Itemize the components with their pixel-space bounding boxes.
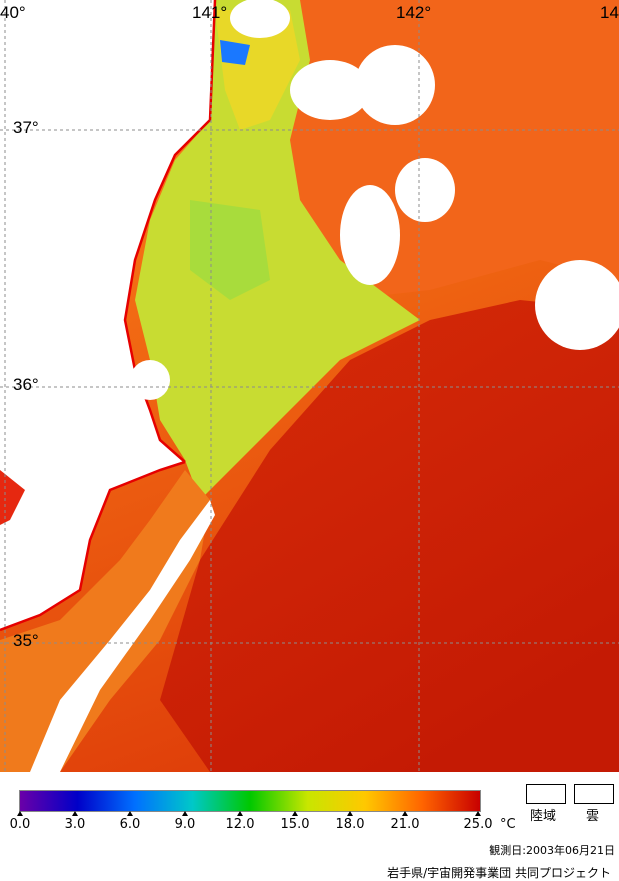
green-patch [190, 200, 270, 300]
longitude-label-142: 142° [396, 3, 432, 22]
colorbar-tick [72, 811, 78, 816]
colorbar-tick [182, 811, 188, 816]
colorbar-label-15: 15.0 [280, 817, 310, 832]
colorbar-tick [292, 811, 298, 816]
temperature-colorbar [19, 790, 481, 812]
latitude-label-35: 35° [13, 631, 39, 650]
colorbar-label-6: 6.0 [119, 817, 141, 832]
colorbar-tick [402, 811, 408, 816]
blue-patch [220, 40, 250, 65]
colorbar-tick [127, 811, 133, 816]
southern-coastal-water [0, 470, 210, 772]
coastline-south [0, 460, 186, 632]
cloud-legend-label: 雲 [586, 809, 600, 824]
colorbar-tick [237, 811, 243, 816]
temperature-unit: °C [500, 817, 516, 832]
colorbar-tick [17, 811, 23, 816]
observation-date: 観測日:2003年06月21日 [489, 844, 615, 857]
cloud-areas [30, 0, 619, 772]
colorbar-tick [475, 811, 481, 816]
longitude-label-143: 14 [600, 3, 619, 22]
cloud-legend-swatch [574, 784, 614, 804]
land-legend-swatch [526, 784, 566, 804]
colorbar-tick [347, 811, 353, 816]
colorbar-label-25: 25.0 [463, 817, 493, 832]
kuroshio-warm-region [160, 300, 619, 772]
colorbar-label-12: 12.0 [225, 817, 255, 832]
colorbar-label-9: 9.0 [174, 817, 196, 832]
inland-lake [0, 470, 25, 525]
land-area [0, 0, 215, 630]
colorbar-label-21: 21.0 [390, 817, 420, 832]
colorbar-label-18: 18.0 [335, 817, 365, 832]
land-legend-label: 陸域 [530, 809, 557, 824]
coastline [123, 0, 217, 463]
colorbar-label-3: 3.0 [64, 817, 86, 832]
credit-text: 岩手県/宇宙開発事業団 共同プロジェクト [387, 866, 611, 880]
graticule [0, 0, 619, 772]
latitude-label-36: 36° [13, 375, 39, 394]
longitude-label-140: 40° [0, 3, 26, 22]
colorbar-label-0: 0.0 [9, 817, 31, 832]
latitude-label-37: 37° [13, 118, 39, 137]
northern-cool-water [215, 10, 300, 130]
longitude-label-141: 141° [192, 3, 228, 22]
